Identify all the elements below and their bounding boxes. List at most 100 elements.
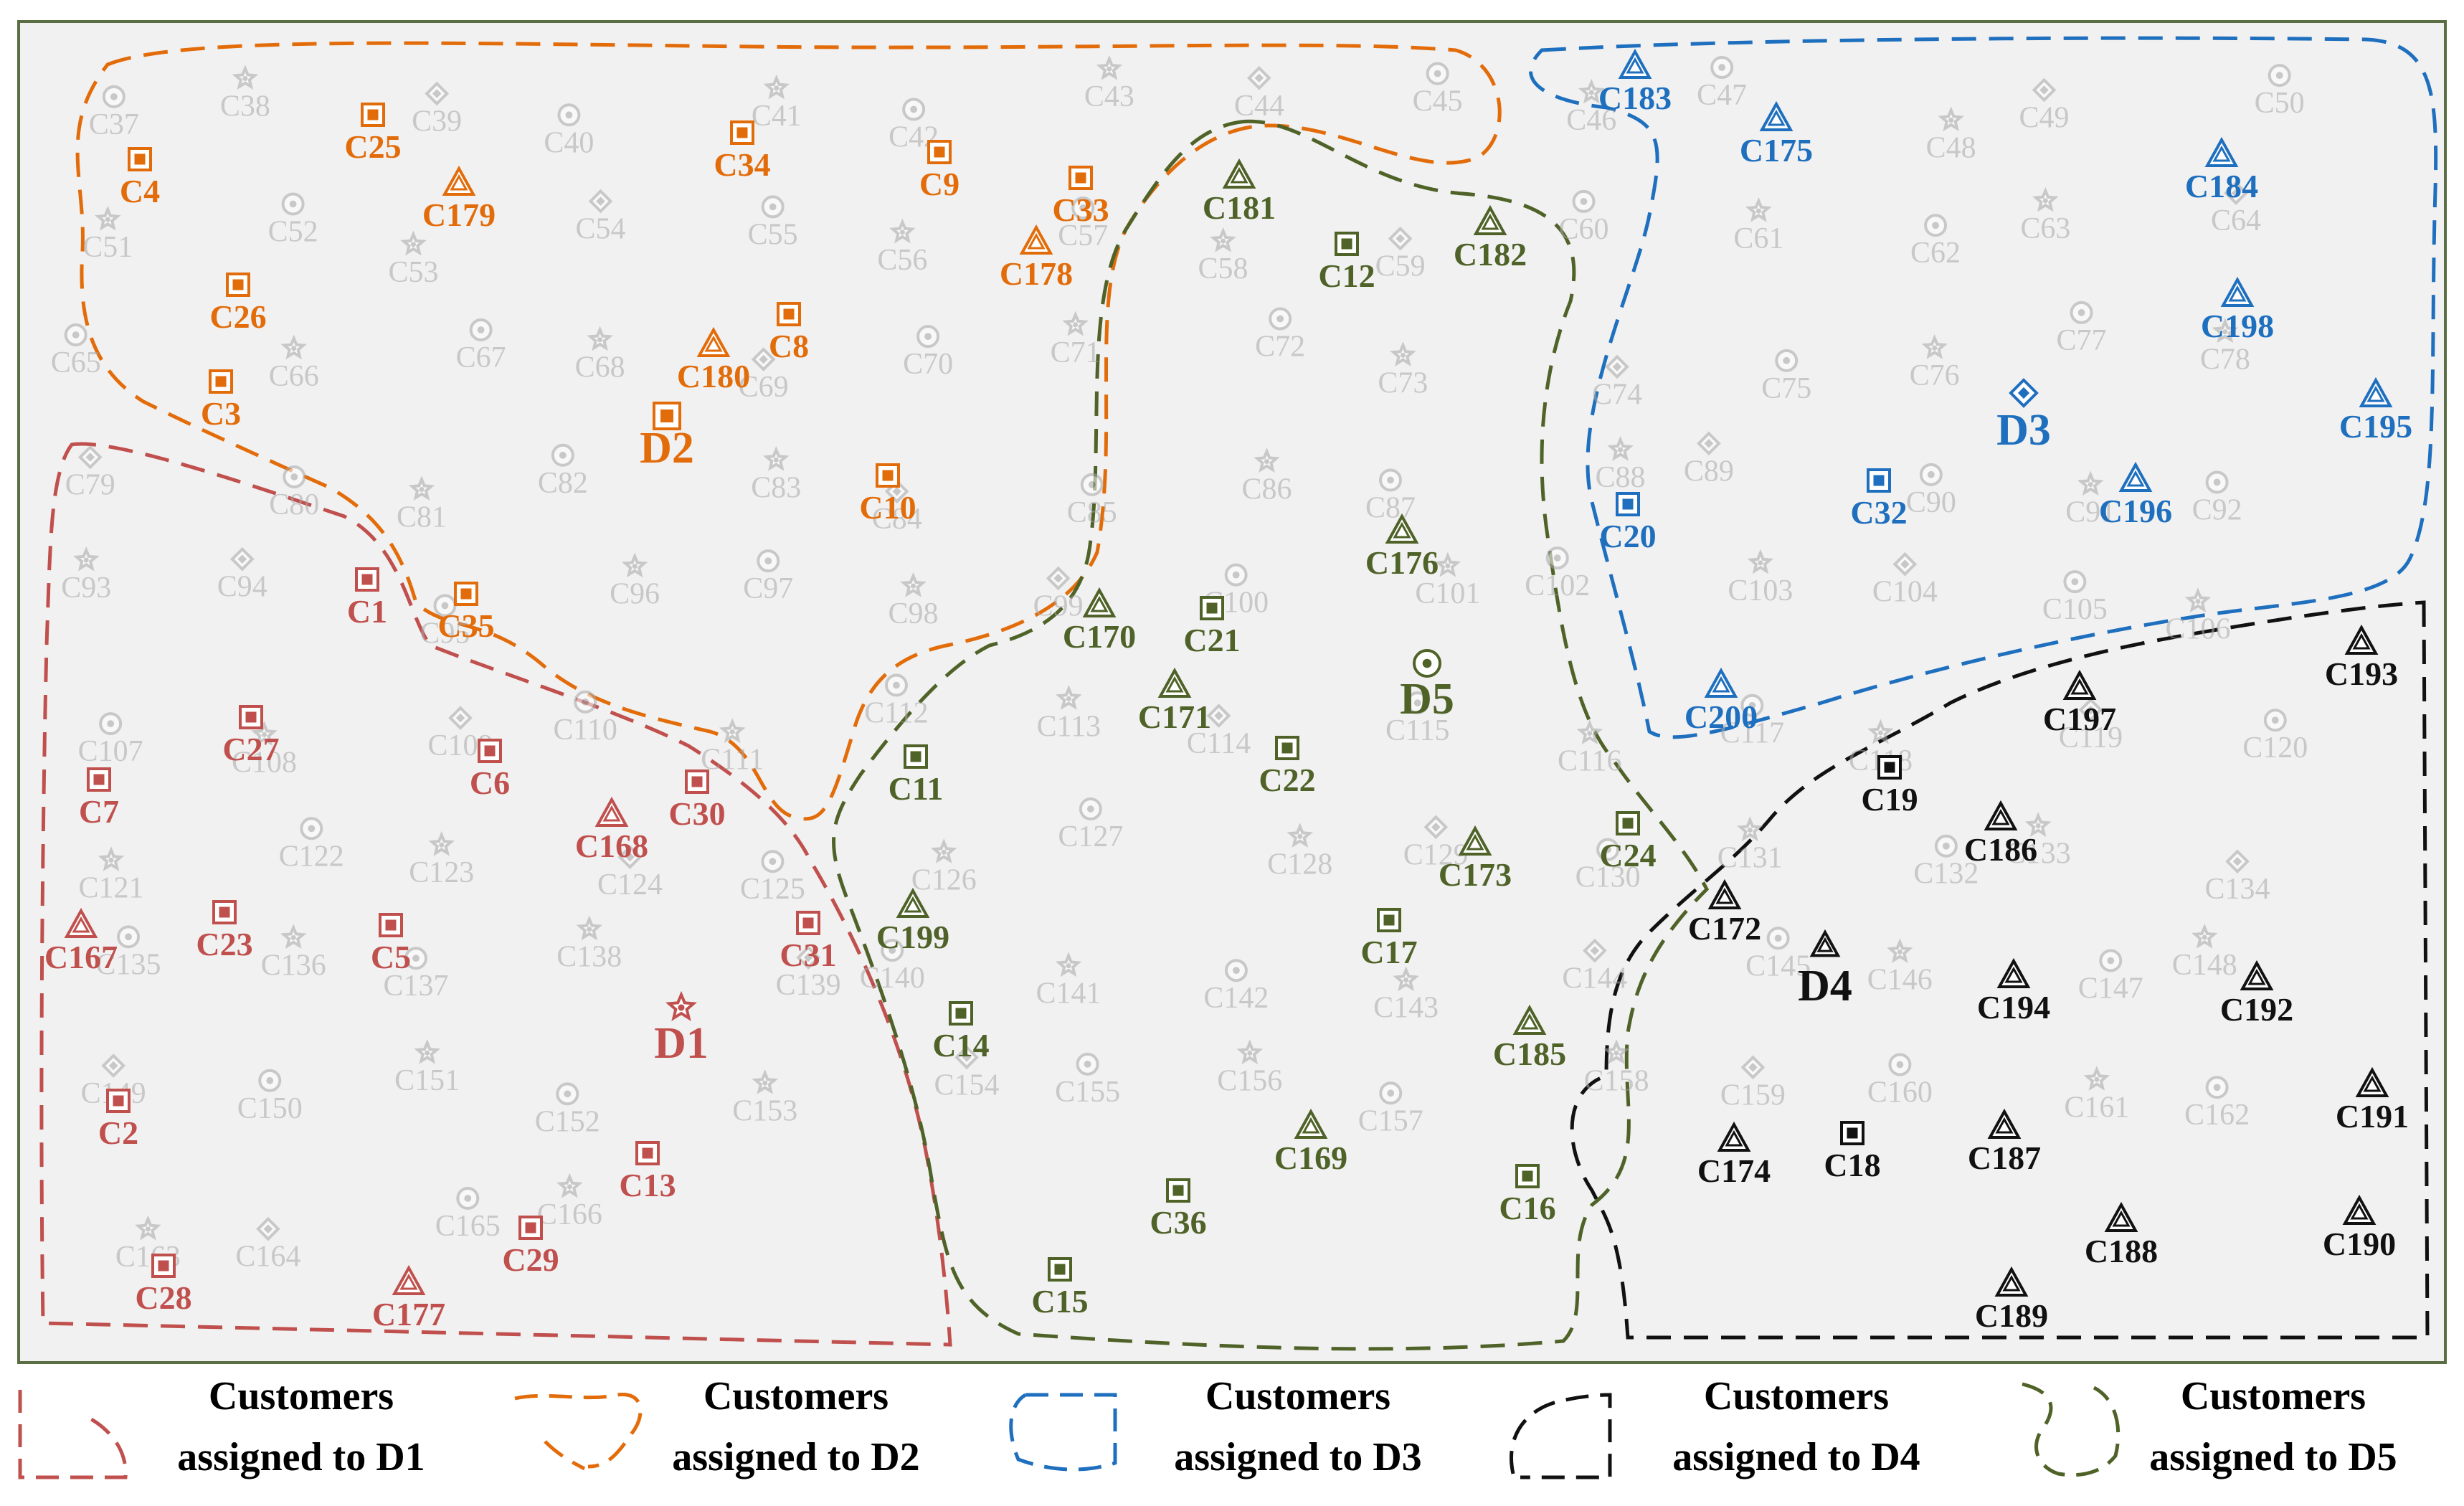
- customer-label: C44: [1234, 90, 1284, 123]
- bg-customer-c137: C137: [384, 947, 449, 1003]
- customer-label: C12: [1318, 257, 1375, 294]
- customer-label: C36: [1150, 1204, 1206, 1241]
- bg-customer-c141: C141: [1036, 952, 1101, 1010]
- customer-label: C121: [79, 871, 144, 904]
- customer-c183: C183: [1598, 48, 1672, 116]
- customer-label: C130: [1575, 861, 1641, 894]
- bg-customer-c129: C129: [1403, 815, 1469, 871]
- bg-customer-c130: C130: [1575, 838, 1641, 894]
- customer-label: C101: [1415, 577, 1480, 610]
- triangle-icon: [2204, 136, 2239, 167]
- bg-customer-c151: C151: [394, 1038, 460, 1097]
- triangle-icon: [1984, 800, 2018, 830]
- star-icon: [1096, 55, 1123, 80]
- customer-label: C66: [269, 360, 319, 393]
- customer-label: C80: [269, 488, 319, 521]
- bg-customer-c162: C162: [2184, 1076, 2250, 1132]
- depots: D1 D2 D3 D4 D5: [640, 378, 2051, 1068]
- customer-label: C30: [668, 795, 725, 832]
- bg-customer-c92: C92: [2192, 470, 2242, 526]
- customer-label: C81: [397, 501, 447, 534]
- bg-customer-c58: C58: [1198, 227, 1248, 285]
- customer-c180: C180: [677, 326, 750, 394]
- customer-label: C5: [371, 939, 411, 975]
- star-icon: [900, 572, 927, 597]
- customer-label: C200: [1684, 698, 1758, 735]
- square-icon: [478, 739, 502, 763]
- customer-c11: C11: [889, 744, 943, 807]
- triangle-icon: [1987, 1108, 2022, 1139]
- customer-label: C63: [2020, 212, 2070, 245]
- star-icon: [1576, 719, 1603, 744]
- square-icon: [685, 769, 709, 794]
- customer-c172: C172: [1688, 879, 1761, 947]
- customer-label: C77: [2057, 324, 2107, 357]
- square-icon: [239, 705, 263, 729]
- customer-label: C96: [610, 578, 660, 611]
- customer-label: C53: [388, 256, 438, 289]
- customer-label: C155: [1055, 1076, 1120, 1109]
- customer-label: C51: [82, 231, 133, 264]
- customer-label: C79: [65, 468, 115, 501]
- customer-label: C25: [344, 128, 401, 165]
- customer-label: C146: [1867, 963, 1933, 996]
- customer-c13: C13: [619, 1141, 676, 1203]
- triangle-icon: [1996, 957, 2031, 988]
- circle-icon: [1080, 473, 1104, 496]
- customer-c192: C192: [2220, 960, 2293, 1028]
- bg-customer-c48: C48: [1926, 106, 1976, 165]
- legend-item-D3: Customers assigned to D3: [1009, 1374, 1422, 1479]
- diamond-icon: [1246, 65, 1271, 90]
- star-icon: [135, 1215, 161, 1241]
- circle-icon: [1379, 1081, 1403, 1105]
- region-D4-boundary: [1570, 600, 2430, 1340]
- customer-label: C4: [120, 173, 160, 209]
- customer-label: C176: [1365, 544, 1439, 581]
- bg-customer-c63: C63: [2020, 186, 2070, 245]
- customer-label: C132: [1913, 858, 1979, 891]
- diamond-icon: [2225, 849, 2250, 874]
- circle-icon: [1224, 563, 1248, 587]
- square-icon: [106, 1089, 131, 1113]
- customer-label: C86: [1241, 473, 1292, 506]
- customer-label: C68: [575, 351, 625, 384]
- customer-label: C27: [222, 731, 279, 767]
- circle-icon: [1406, 691, 1429, 715]
- depot-label: D3: [1996, 406, 2051, 455]
- customer-label: C196: [2099, 493, 2172, 529]
- star-icon: [1062, 311, 1089, 336]
- customer-c3: C3: [201, 369, 241, 432]
- customer-label: C97: [743, 572, 793, 605]
- bg-customer-c71: C71: [1051, 311, 1101, 369]
- region-D5-boundary: [832, 119, 1710, 1351]
- bg-customer-c114: C114: [1187, 704, 1251, 760]
- customer-c168: C168: [575, 796, 648, 864]
- star-icon: [930, 838, 957, 863]
- customer-label: C72: [1255, 331, 1305, 364]
- star-icon: [1607, 436, 1634, 461]
- triangle-icon: [2355, 1066, 2389, 1097]
- square-icon: [1616, 492, 1640, 516]
- bg-customer-c69: C69: [739, 347, 789, 404]
- customer-label: C135: [96, 948, 161, 981]
- bg-customer-c60: C60: [1558, 189, 1608, 246]
- diamond-icon: [588, 189, 613, 214]
- customer-label: C78: [2200, 344, 2250, 376]
- customer-label: C150: [237, 1092, 303, 1125]
- customer-label: C67: [456, 341, 506, 374]
- star-icon: [414, 1038, 440, 1064]
- circle-icon: [551, 443, 574, 467]
- customer-label: C24: [1599, 837, 1656, 873]
- customer-label: C29: [502, 1241, 559, 1278]
- star-icon: [2077, 470, 2104, 496]
- bg-customer-c148: C148: [2172, 923, 2237, 982]
- bg-customer-c65: C65: [51, 323, 101, 379]
- circle-icon: [469, 318, 493, 341]
- customer-label: C159: [1720, 1079, 1786, 1112]
- triangle-icon: [1157, 667, 1192, 698]
- star-icon: [665, 990, 698, 1021]
- star-icon: [1056, 685, 1082, 710]
- triangle-icon: [64, 907, 98, 938]
- customer-label: C173: [1439, 856, 1512, 893]
- customer-label: C198: [2201, 308, 2274, 344]
